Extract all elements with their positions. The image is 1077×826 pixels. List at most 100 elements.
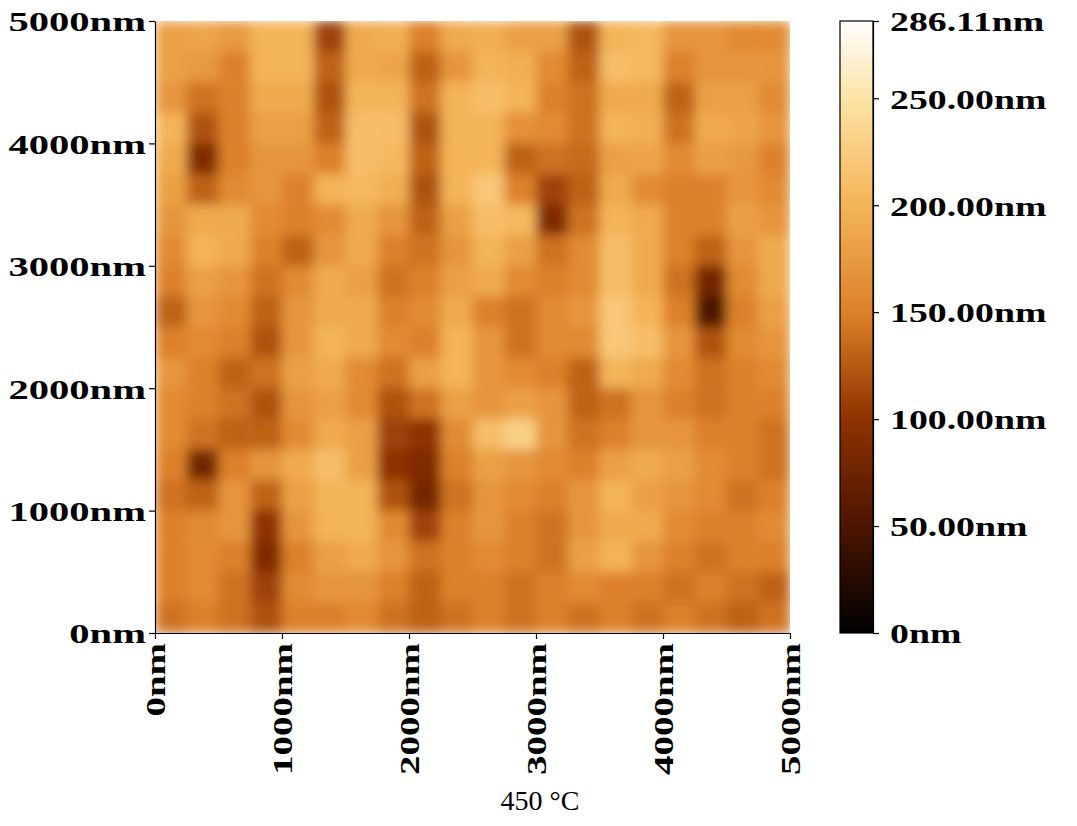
height-cell [758,480,790,511]
height-cell [504,21,536,52]
height-cell [282,296,314,327]
height-cell [473,419,505,450]
height-cell [504,327,536,358]
height-cell [187,572,219,603]
height-cell [377,205,409,236]
height-cell [536,205,568,236]
axis-line [156,633,791,634]
height-cell [377,419,409,450]
height-cell [600,541,632,572]
height-cell [473,296,505,327]
height-cell [377,52,409,83]
height-cell [250,327,282,358]
height-cell [187,480,219,511]
height-cell [250,266,282,297]
height-cell [219,541,251,572]
height-cell [409,419,441,450]
height-cell [536,21,568,52]
height-cell [504,358,536,389]
height-cell [727,205,759,236]
height-cell [568,174,600,205]
height-cell [441,541,473,572]
height-cell [631,541,663,572]
height-cell [155,174,187,205]
height-cell [409,266,441,297]
tick-label: 1000nm [8,496,146,527]
height-cell [727,52,759,83]
height-cell [758,419,790,450]
height-cell [250,235,282,266]
height-cell [155,21,187,52]
tick: 250.00nm [873,83,1047,114]
height-cell [663,511,695,542]
height-cell [187,174,219,205]
height-cell [282,572,314,603]
height-cell [314,52,346,83]
height-cell [219,419,251,450]
tick-label: 200.00nm [890,190,1047,221]
tick: 50.00nm [873,511,1028,542]
axis-line [155,22,156,634]
height-cell [758,205,790,236]
height-cell [695,235,727,266]
height-cell [219,449,251,480]
tick-mark [873,21,879,22]
height-cell [441,480,473,511]
tick: 1000nm [8,496,155,527]
height-cell [631,572,663,603]
height-cell [314,266,346,297]
height-cell [314,21,346,52]
height-cell [441,21,473,52]
height-cell [187,52,219,83]
height-cell [219,82,251,113]
height-cell [250,174,282,205]
height-cell [250,52,282,83]
tick-mark [536,633,537,639]
height-cell [695,541,727,572]
height-cell [727,143,759,174]
height-cell [250,449,282,480]
height-cell [568,541,600,572]
height-cell [250,388,282,419]
height-cell [155,449,187,480]
height-cell [409,388,441,419]
height-cell [155,205,187,236]
height-cell [631,388,663,419]
height-cell [600,143,632,174]
height-cell [314,82,346,113]
height-cell [695,388,727,419]
height-cell [568,480,600,511]
height-cell [695,480,727,511]
height-cell [441,572,473,603]
tick-label: 3000nm [522,643,553,775]
plot-area [155,21,790,633]
height-cell [473,235,505,266]
height-cell [536,266,568,297]
height-cell [758,602,790,633]
height-cell [504,511,536,542]
height-cell [219,205,251,236]
height-cell [504,113,536,144]
height-cell [536,358,568,389]
height-cell [219,113,251,144]
height-cell [187,266,219,297]
height-cell [377,511,409,542]
height-cell [377,358,409,389]
tick-mark [663,633,664,639]
height-cell [250,511,282,542]
height-cell [568,266,600,297]
height-cell [282,205,314,236]
tick-label: 4000nm [8,129,146,160]
tick-mark [873,526,879,527]
height-cell [314,602,346,633]
height-cell [282,174,314,205]
height-cell [568,388,600,419]
height-cell [473,113,505,144]
height-cell [377,388,409,419]
height-cell [155,541,187,572]
height-cell [504,205,536,236]
height-cell [187,143,219,174]
height-cell [600,602,632,633]
height-cell [568,52,600,83]
height-cell [631,480,663,511]
